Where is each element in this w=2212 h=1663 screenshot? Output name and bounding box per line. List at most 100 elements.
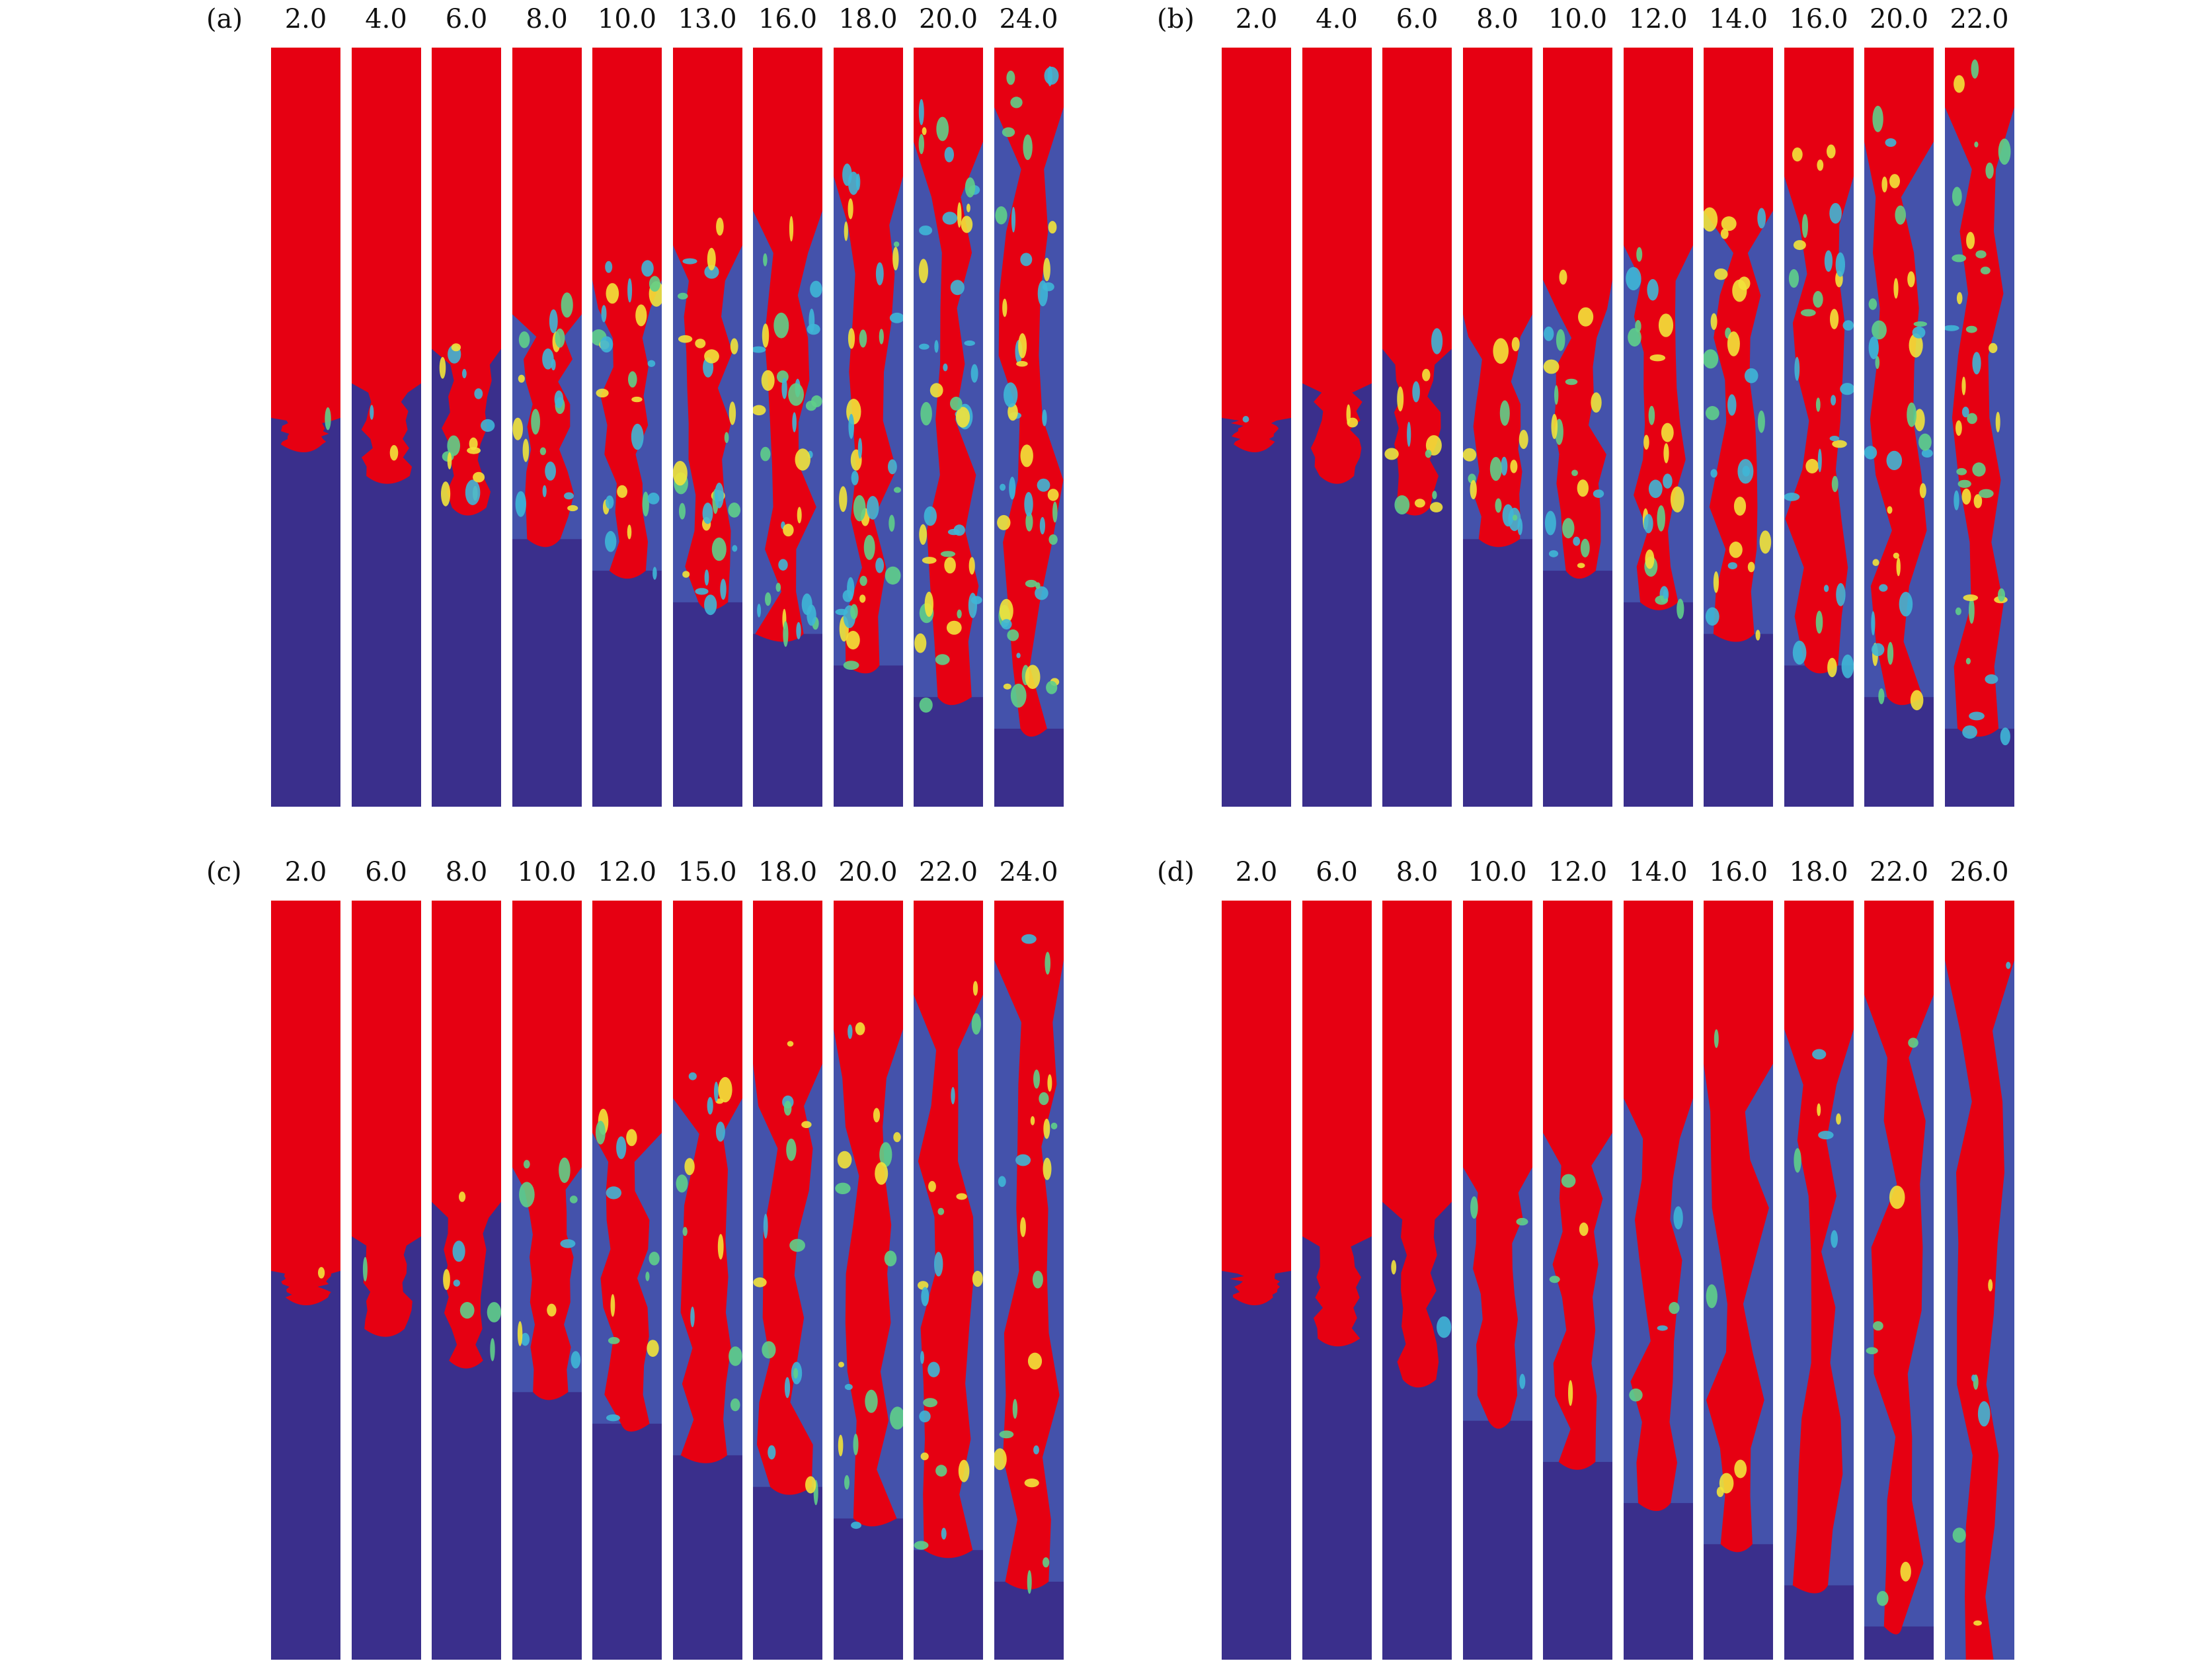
mixing-blob	[857, 438, 862, 459]
mixing-blob	[1755, 629, 1760, 641]
mixing-blob	[1831, 475, 1838, 493]
mixing-blob	[935, 1465, 947, 1477]
mixing-blob	[647, 1340, 659, 1357]
mixing-blob	[768, 1445, 776, 1460]
mixing-blob	[1812, 291, 1823, 308]
mixing-blob	[786, 1138, 797, 1161]
mixing-blob	[678, 503, 686, 520]
mixing-blob	[1573, 536, 1581, 546]
mixing-blob	[796, 622, 801, 639]
mixing-blob	[649, 1252, 660, 1266]
snapshot-column: 18.0	[833, 0, 903, 810]
mixing-blob	[730, 1398, 740, 1412]
mixing-blob	[843, 661, 859, 670]
density-field	[271, 48, 340, 807]
mixing-blob	[1636, 247, 1642, 262]
mixing-blob	[964, 340, 975, 346]
mixing-blob	[1868, 298, 1877, 310]
density-field	[914, 901, 983, 1660]
mixing-blob	[846, 577, 854, 600]
snapshot-column: 16.0	[1784, 0, 1854, 810]
mixing-blob	[1965, 657, 1971, 665]
mixing-blob	[1565, 378, 1578, 385]
mixing-blob	[849, 604, 858, 620]
mixing-blob	[606, 1414, 620, 1422]
snapshot-column: 4.0	[1302, 0, 1372, 810]
mixing-blob	[965, 177, 976, 198]
mixing-blob	[1727, 394, 1737, 416]
mixing-blob	[1676, 598, 1684, 620]
mixing-blob	[1835, 1113, 1841, 1125]
time-label: 24.0	[999, 4, 1058, 34]
mixing-blob	[1015, 653, 1021, 659]
mixing-blob	[1801, 214, 1808, 238]
time-label: 2.0	[1235, 857, 1278, 887]
snapshot-column: 15.0	[672, 853, 742, 1663]
mixing-blob	[1039, 516, 1045, 535]
mixing-blob	[2005, 961, 2010, 969]
time-label: 16.0	[1789, 4, 1848, 34]
mixing-blob	[1713, 571, 1719, 593]
mixing-blob	[1034, 586, 1048, 600]
mixing-blob	[1517, 518, 1522, 536]
mixing-blob	[1414, 499, 1425, 508]
density-field	[432, 48, 501, 807]
mixing-blob	[1913, 321, 1927, 327]
mixing-blob	[920, 1452, 929, 1461]
mixing-blob	[935, 654, 950, 665]
mixing-blob	[515, 491, 526, 517]
snapshot-column: 6.0	[432, 0, 501, 810]
snapshot-column: 14.0	[1623, 853, 1693, 1663]
mixing-blob	[530, 409, 540, 435]
mixing-blob	[1022, 134, 1033, 161]
mixing-blob	[1842, 320, 1854, 331]
mixing-blob	[753, 405, 766, 416]
mixing-blob	[1997, 588, 2005, 602]
density-field	[1302, 48, 1372, 807]
mixing-blob	[325, 407, 331, 430]
mixing-blob	[1872, 105, 1883, 132]
mixing-blob	[919, 343, 929, 350]
panel-d: (d) 2.0 6.0 8.0 10.0 12.0 14.0 16.0 18.0 22.0 26.…	[1149, 853, 2014, 1663]
time-label: 18.0	[758, 857, 818, 887]
mixing-blob	[1998, 138, 2010, 165]
time-label: 2.0	[284, 4, 327, 34]
mixing-blob	[999, 1430, 1013, 1439]
mixing-blob	[631, 396, 643, 403]
density-field	[1704, 48, 1773, 807]
mixing-blob	[1432, 491, 1437, 499]
mixing-blob	[1346, 417, 1358, 428]
mixing-blob	[922, 127, 927, 136]
heavy-fluid-region	[672, 48, 742, 610]
heavy-fluid-region	[1543, 901, 1612, 1470]
mixing-blob	[837, 1151, 851, 1169]
mixing-blob	[859, 575, 867, 587]
mixing-blob	[1006, 629, 1019, 641]
mixing-blob	[1551, 413, 1558, 440]
mixing-blob	[601, 305, 607, 323]
mixing-blob	[941, 1527, 947, 1540]
time-label: 6.0	[1316, 857, 1358, 887]
snapshot-column: 22.0	[1944, 0, 2014, 810]
mixing-blob	[1793, 1148, 1801, 1173]
mixing-blob	[1627, 328, 1641, 347]
mixing-blob	[920, 401, 932, 426]
mixing-blob	[781, 378, 787, 399]
mixing-blob	[1886, 450, 1903, 471]
mixing-blob	[1658, 313, 1673, 337]
mixing-blob	[1816, 159, 1823, 171]
mixing-blob	[753, 346, 766, 353]
density-field	[1623, 48, 1693, 807]
heavy-fluid-region	[432, 48, 501, 516]
mixing-blob	[539, 447, 546, 456]
mixing-blob	[1971, 59, 1979, 79]
mixing-blob	[1422, 368, 1431, 382]
mixing-blob	[642, 491, 649, 517]
heavy-fluid-region	[1462, 901, 1532, 1429]
mixing-blob	[1912, 326, 1926, 339]
mixing-blob	[1010, 683, 1027, 708]
mixing-blob	[1648, 479, 1663, 499]
mixing-blob	[707, 247, 716, 270]
mixing-blob	[1900, 1561, 1911, 1582]
time-label: 4.0	[1316, 4, 1358, 34]
